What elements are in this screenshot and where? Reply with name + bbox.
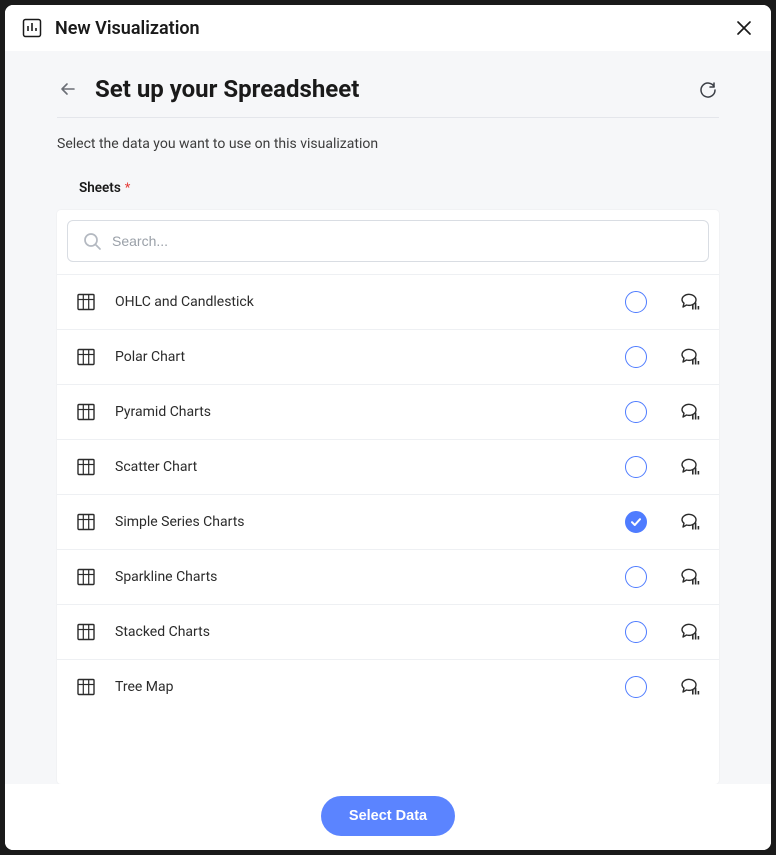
page-subtitle: Select the data you want to use on this … [57, 136, 719, 152]
chat-analytics-icon[interactable] [679, 346, 701, 368]
sheet-label: Scatter Chart [115, 459, 607, 475]
sheets-panel: OHLC and Candlestick Polar Chart Pyramid C… [57, 210, 719, 784]
sheet-icon [75, 346, 97, 368]
search-icon [82, 231, 102, 251]
back-button[interactable] [57, 78, 79, 100]
search-field[interactable] [67, 220, 709, 262]
chat-analytics-icon[interactable] [679, 566, 701, 588]
sheet-radio[interactable] [625, 291, 647, 313]
sheet-icon [75, 511, 97, 533]
sheet-row[interactable]: Pyramid Charts [57, 384, 719, 439]
dialog-window: New Visualization Set up your Spreadshee… [5, 5, 771, 850]
sheet-row[interactable]: Tree Map [57, 659, 719, 714]
chat-analytics-icon[interactable] [679, 676, 701, 698]
chat-analytics-icon[interactable] [679, 511, 701, 533]
sheet-row[interactable]: Simple Series Charts [57, 494, 719, 549]
sheet-icon [75, 566, 97, 588]
sheet-icon [75, 401, 97, 423]
sheet-label: Stacked Charts [115, 624, 607, 640]
sheet-row[interactable]: Sparkline Charts [57, 549, 719, 604]
search-input[interactable] [112, 233, 694, 249]
sheet-row[interactable]: OHLC and Candlestick [57, 274, 719, 329]
chart-icon [21, 17, 43, 39]
sheet-icon [75, 456, 97, 478]
sheet-icon [75, 676, 97, 698]
sheet-row[interactable]: Scatter Chart [57, 439, 719, 494]
required-marker: * [125, 182, 131, 195]
chat-analytics-icon[interactable] [679, 291, 701, 313]
sheet-radio[interactable] [625, 401, 647, 423]
dialog-footer: Select Data [5, 784, 771, 850]
window-title: New Visualization [55, 18, 721, 39]
divider [57, 117, 719, 118]
sheet-label: Tree Map [115, 679, 607, 695]
sheet-radio[interactable] [625, 456, 647, 478]
sheet-icon [75, 621, 97, 643]
sheet-radio[interactable] [625, 621, 647, 643]
section-label: Sheets [79, 180, 121, 196]
chat-analytics-icon[interactable] [679, 621, 701, 643]
chat-analytics-icon[interactable] [679, 401, 701, 423]
refresh-button[interactable] [697, 78, 719, 100]
chat-analytics-icon[interactable] [679, 456, 701, 478]
search-wrap [57, 210, 719, 274]
sheet-radio[interactable] [625, 346, 647, 368]
sheet-label: Sparkline Charts [115, 569, 607, 585]
sheet-list: OHLC and Candlestick Polar Chart Pyramid C… [57, 274, 719, 784]
page-title: Set up your Spreadsheet [95, 75, 681, 103]
titlebar: New Visualization [5, 5, 771, 51]
sheet-icon [75, 291, 97, 313]
section-header: Sheets * [57, 180, 719, 196]
sheet-radio[interactable] [625, 511, 647, 533]
sheet-label: Pyramid Charts [115, 404, 607, 420]
sheet-label: Polar Chart [115, 349, 607, 365]
sheet-row[interactable]: Stacked Charts [57, 604, 719, 659]
sheet-radio[interactable] [625, 566, 647, 588]
sheet-label: Simple Series Charts [115, 514, 607, 530]
sheet-radio[interactable] [625, 676, 647, 698]
select-data-button[interactable]: Select Data [321, 796, 455, 836]
sheet-label: OHLC and Candlestick [115, 294, 607, 310]
page-header: Set up your Spreadsheet [57, 69, 719, 117]
dialog-body: Set up your Spreadsheet Select the data … [5, 51, 771, 784]
sheet-row[interactable]: Polar Chart [57, 329, 719, 384]
close-button[interactable] [733, 17, 755, 39]
